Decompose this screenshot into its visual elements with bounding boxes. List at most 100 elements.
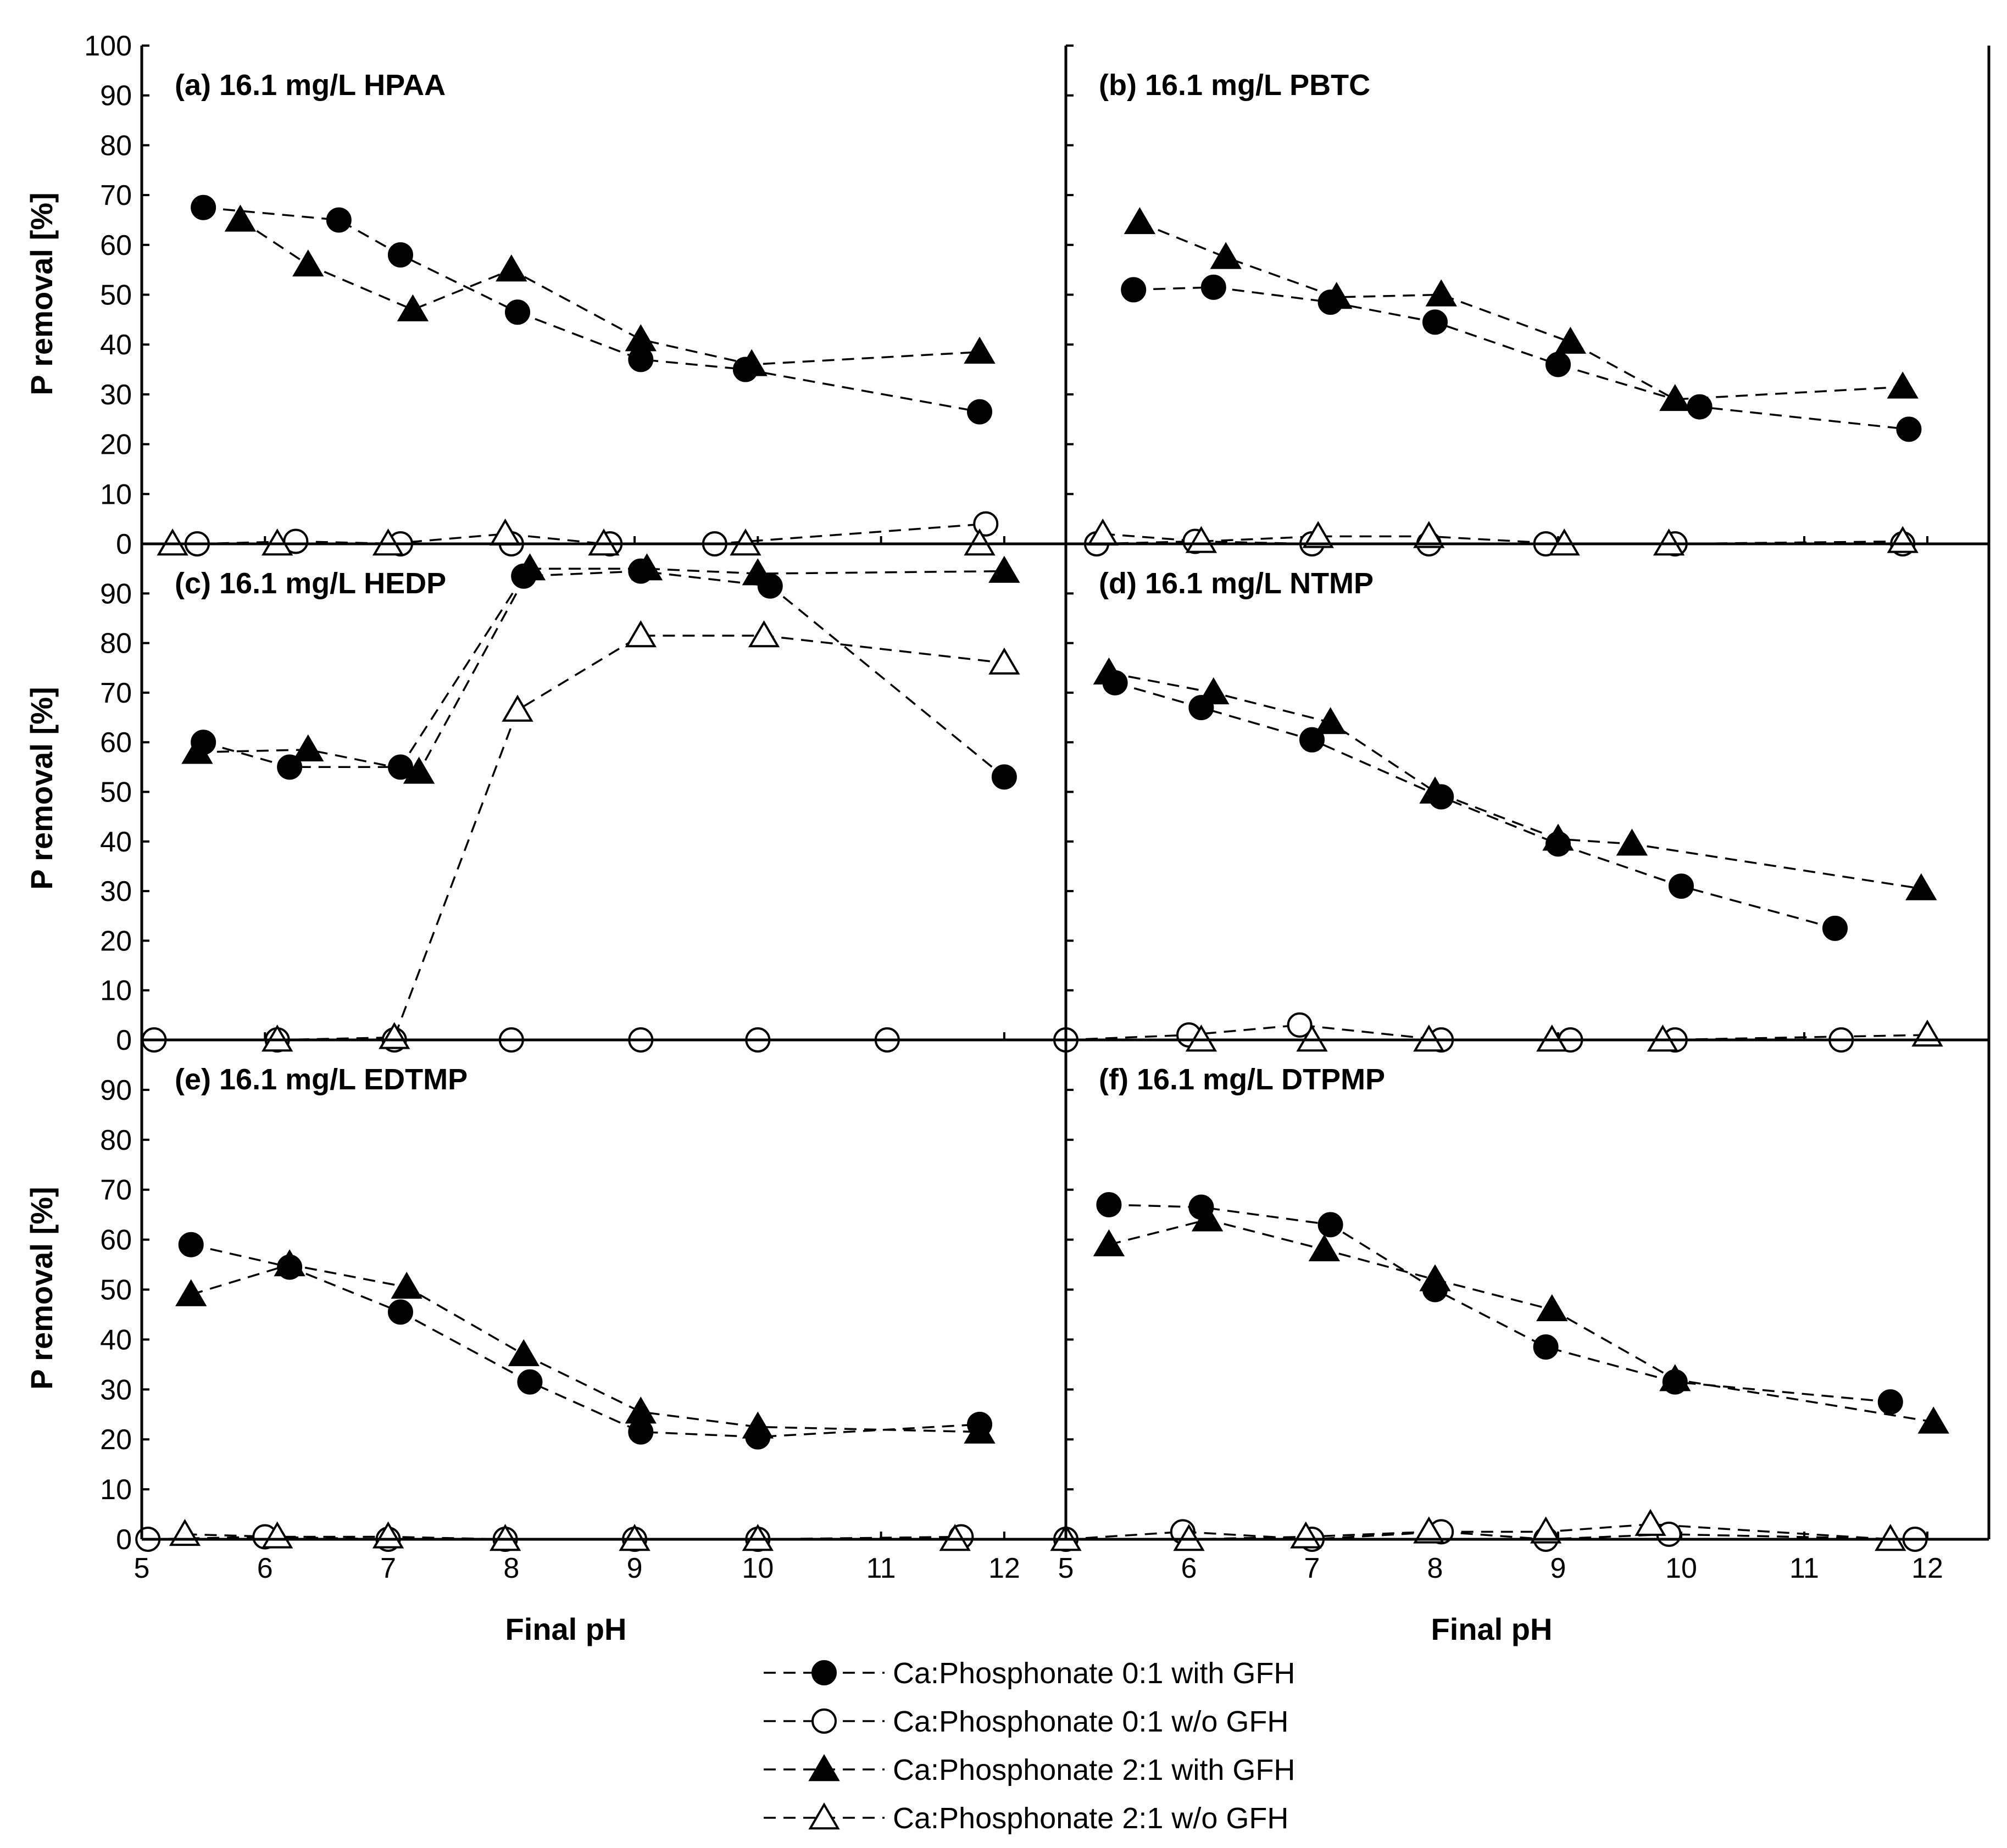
x-tick-label: 12	[1911, 1552, 1943, 1584]
data-point	[1287, 1012, 1313, 1038]
data-point	[1917, 1406, 1949, 1434]
data-point	[175, 1279, 207, 1306]
series-line	[203, 207, 980, 413]
x-tick-label: 6	[1181, 1552, 1197, 1584]
x-tick-label: 9	[1550, 1552, 1566, 1584]
data-point	[1877, 1389, 1903, 1415]
data-point	[1659, 1364, 1691, 1391]
data-point	[1687, 394, 1713, 420]
x-tick-label: 11	[866, 1552, 896, 1584]
x-tick-label: 8	[503, 1552, 519, 1584]
data-point	[292, 734, 324, 761]
y-axis-title-row-1: P removal [%]	[24, 192, 59, 395]
y-tick-label: 40	[100, 826, 132, 858]
data-point	[1530, 1516, 1562, 1544]
data-point	[391, 1271, 422, 1299]
data-point	[1093, 657, 1125, 684]
y-tick-label: 0	[116, 528, 132, 560]
series-line	[277, 634, 1005, 1041]
data-point	[1198, 677, 1230, 705]
data-point	[326, 207, 352, 233]
data-point	[1422, 309, 1448, 335]
series-line	[1115, 682, 1836, 929]
x-tick-label: 10	[1665, 1552, 1697, 1584]
data-point	[292, 249, 324, 277]
legend-marker	[808, 1754, 840, 1782]
panel-title: (d) 16.1 mg/L NTMP	[1099, 567, 1374, 600]
data-point	[1545, 352, 1571, 377]
series-line	[203, 570, 1005, 778]
data-point	[379, 1022, 410, 1049]
y-tick-label: 70	[100, 1175, 132, 1206]
y-tick-label: 20	[100, 925, 132, 957]
data-point	[964, 1416, 996, 1444]
y-tick-label: 20	[100, 429, 132, 461]
y-tick-label: 80	[100, 130, 132, 162]
legend-item: Ca:Phosphonate 0:1 with GFH	[764, 1657, 1295, 1690]
data-point	[748, 620, 780, 648]
data-point	[1093, 1229, 1125, 1256]
panel-title: (f) 16.1 mg/L DTPMP	[1099, 1063, 1385, 1096]
data-point	[1413, 521, 1445, 548]
x-tick-label: 7	[380, 1552, 396, 1584]
legend-marker	[811, 1660, 837, 1685]
y-tick-label: 30	[100, 379, 132, 411]
data-point	[1554, 326, 1587, 354]
data-point	[508, 1339, 540, 1366]
data-point	[387, 754, 413, 780]
data-point	[514, 553, 546, 581]
panel-4: (d) 16.1 mg/L NTMP	[1053, 567, 1943, 1053]
data-point	[625, 620, 657, 648]
y-tick-label: 50	[100, 777, 132, 809]
y-tick-label: 70	[100, 180, 132, 211]
panel-2: (b) 16.1 mg/L PBTC	[1065, 44, 1928, 556]
series-line	[1108, 1218, 1934, 1423]
data-point	[1308, 1234, 1341, 1261]
x-axis-title-left: Final pH	[505, 1612, 627, 1646]
series-line	[1109, 672, 1922, 890]
data-point	[628, 1419, 654, 1445]
panel-3: 0 10 20 30 40 50 60 70 80 90 (c) 16.1 mg/L HEDP	[100, 553, 1020, 1056]
data-point	[1200, 274, 1226, 300]
data-point	[1536, 1294, 1568, 1322]
y-tick-label: 50	[100, 280, 132, 311]
data-point	[1317, 1212, 1343, 1238]
x-tick-label: 10	[742, 1552, 774, 1584]
data-point	[1185, 526, 1217, 553]
panel-1: 0 10 20 30 40 50 60 70 80 90 100 (a) 16.1 mg/L HPAA	[84, 30, 1005, 560]
data-point	[1896, 416, 1922, 442]
series-line	[240, 219, 980, 366]
data-point	[625, 324, 657, 352]
y-tick-label: 0	[116, 1524, 132, 1556]
series-line	[1139, 221, 1903, 400]
y-tick-label: 60	[100, 727, 132, 759]
y-tick-label: 90	[100, 1075, 132, 1106]
y-tick-label: 10	[100, 1474, 132, 1506]
y-tick-label: 30	[100, 876, 132, 908]
y-axis-title-row-2: P removal [%]	[24, 687, 59, 889]
x-tick-label: 5	[134, 1552, 150, 1584]
panel-6: 5 6 7 8 9 10 11 12 (f) 16.1 mg/L DTPMP	[1050, 1063, 1949, 1584]
x-tick-label: 6	[257, 1552, 273, 1584]
data-point	[742, 558, 774, 586]
x-tick-label: 9	[627, 1552, 643, 1584]
data-point	[1542, 823, 1574, 851]
series-line	[191, 1243, 980, 1438]
y-tick-label: 10	[100, 975, 132, 1007]
panel-title: (e) 16.1 mg/L EDTMP	[175, 1063, 468, 1096]
data-point	[1887, 371, 1919, 399]
y-tick-label: 20	[100, 1424, 132, 1456]
series-line	[197, 522, 986, 545]
data-point	[1425, 279, 1457, 307]
data-point	[1302, 521, 1334, 548]
y-tick-label: 90	[100, 578, 132, 610]
y-tick-label: 50	[100, 1274, 132, 1306]
data-point	[1911, 1020, 1943, 1047]
legend-label: Ca:Phosphonate 2:1 with GFH	[893, 1754, 1295, 1786]
data-point	[181, 737, 213, 764]
data-point	[631, 553, 663, 581]
x-tick-label: 12	[988, 1552, 1020, 1584]
panel-title: (b) 16.1 mg/L PBTC	[1099, 69, 1370, 102]
legend-item: Ca:Phosphonate 2:1 with GFH	[764, 1754, 1295, 1786]
